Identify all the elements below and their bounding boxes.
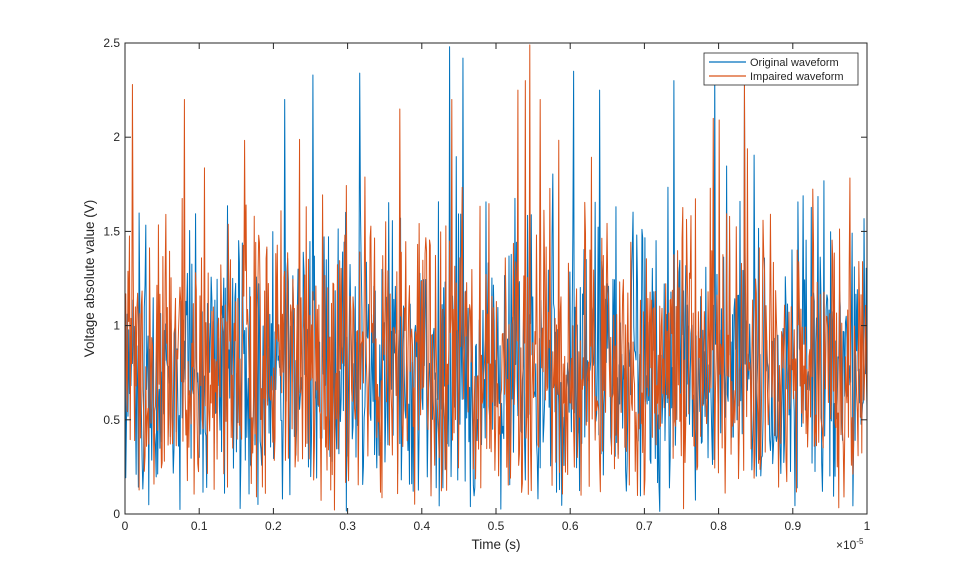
- x-tick-label: 0.1: [191, 519, 208, 533]
- x-tick-label: 0: [122, 519, 129, 533]
- x-tick-label: 0.4: [413, 519, 430, 533]
- y-tick-label: 0: [113, 507, 120, 521]
- x-tick-label: 0.8: [710, 519, 727, 533]
- x-axis-exponent-power: -5: [856, 537, 864, 546]
- tick-layer: 0 0.1 0.2 0.3 0.4 0.5 0.6 0.7 0.8 0.9 1 0 0.5 1 1.5 2 2.…: [103, 36, 870, 533]
- x-axis-exponent-base: ×10: [836, 538, 857, 552]
- y-tick-label: 1: [113, 319, 120, 333]
- legend: Original waveform Impaired waveform: [703, 52, 859, 86]
- x-tick-label: 0.9: [784, 519, 801, 533]
- legend-label-original: Original waveform: [750, 57, 839, 69]
- y-axis-label: Voltage absolute value (V): [82, 200, 97, 358]
- y-tick-label: 0.5: [103, 413, 120, 427]
- x-tick-label: 0.6: [562, 519, 579, 533]
- series-line-impaired: [124, 44, 868, 511]
- series-layer: [124, 44, 868, 512]
- y-tick-label: 2.5: [103, 36, 120, 50]
- x-tick-label: 0.7: [636, 519, 653, 533]
- y-tick-label: 1.5: [103, 224, 120, 238]
- x-axis-label: Time (s): [472, 537, 521, 552]
- x-tick-label: 0.5: [488, 519, 505, 533]
- x-tick-label: 1: [864, 519, 871, 533]
- x-tick-label: 0.2: [265, 519, 282, 533]
- y-tick-label: 2: [113, 130, 120, 144]
- x-tick-label: 0.3: [339, 519, 356, 533]
- legend-label-impaired: Impaired waveform: [750, 71, 844, 83]
- legend-box: [703, 52, 859, 86]
- x-axis-exponent: ×10-5: [836, 537, 864, 552]
